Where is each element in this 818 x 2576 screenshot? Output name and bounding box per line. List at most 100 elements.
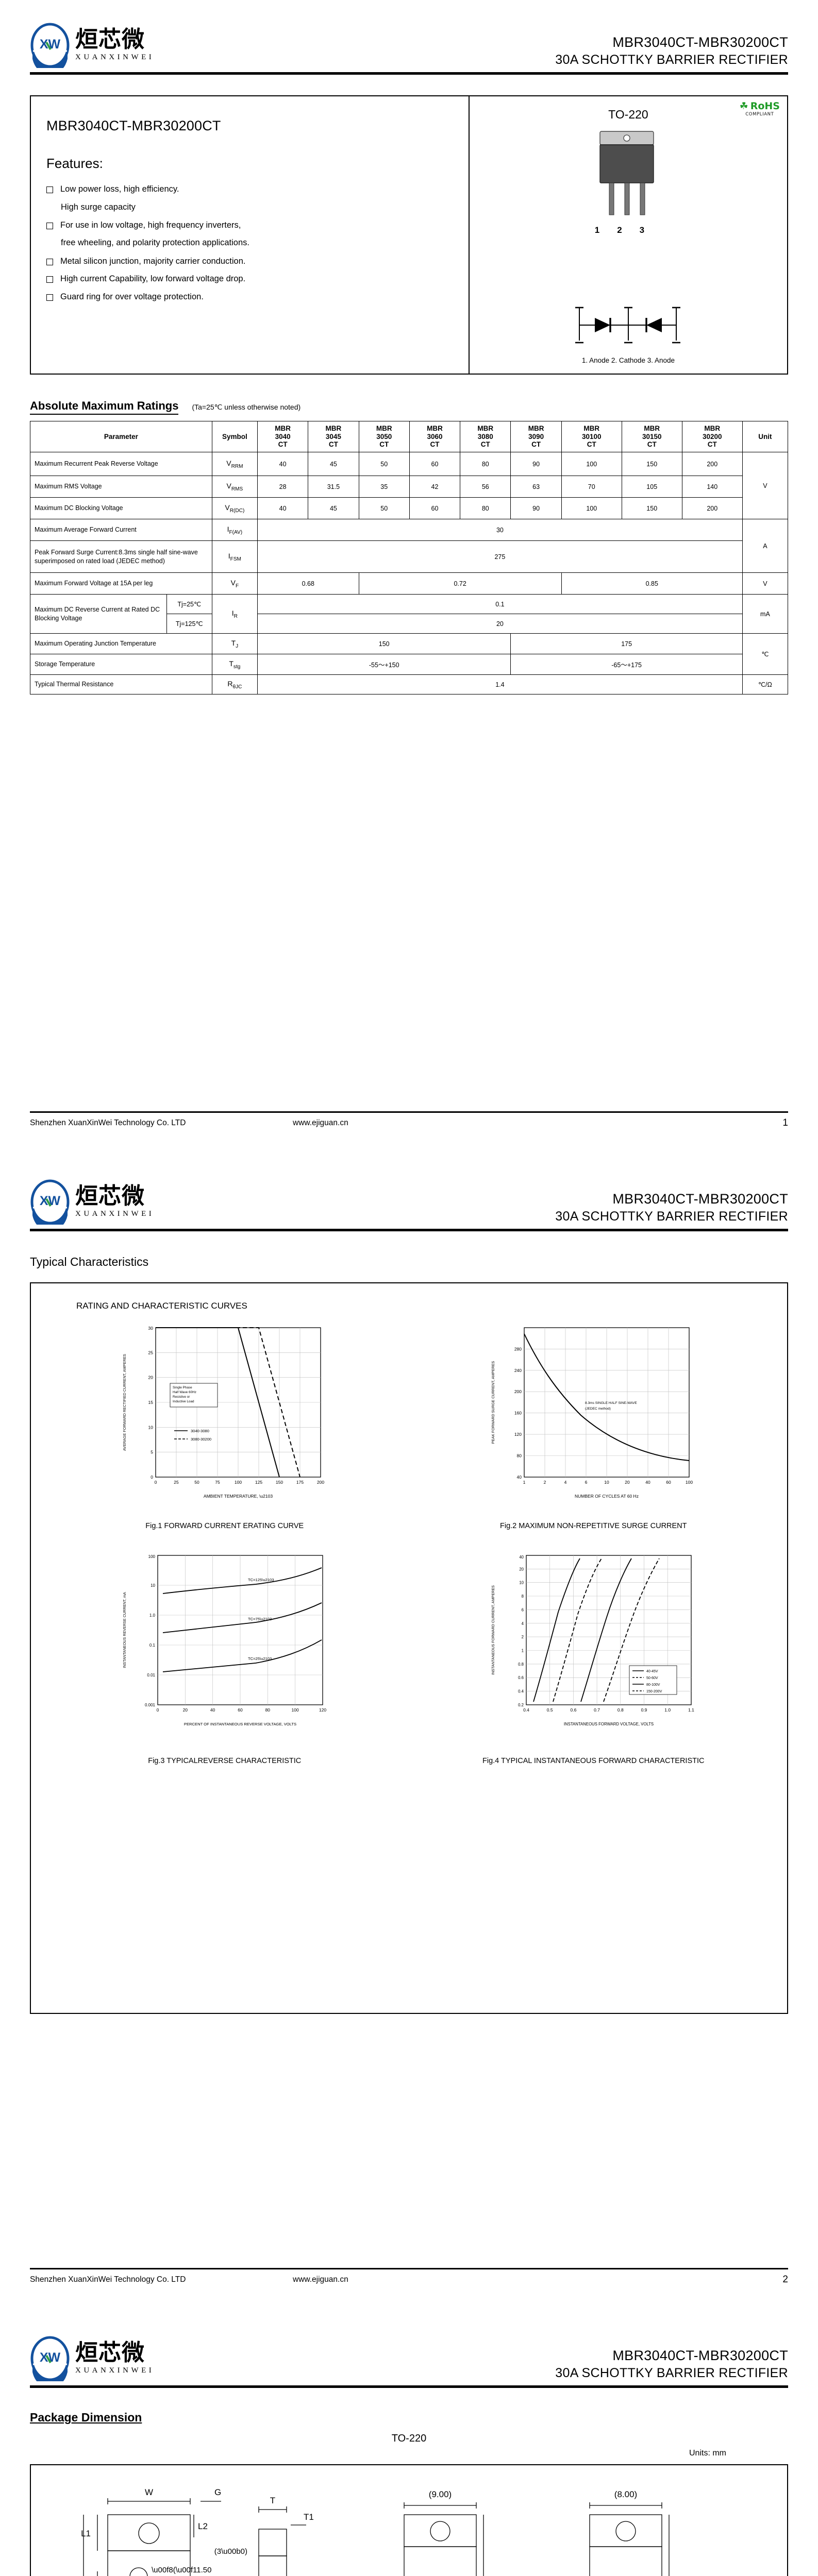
cell: 70	[561, 476, 622, 498]
cell: 45	[308, 497, 359, 519]
svg-text:100: 100	[148, 1554, 155, 1559]
product-subtitle: 30A SCHOTTKY BARRIER RECTIFIER	[555, 2365, 788, 2380]
table-row: Maximum RMS Voltage VRMS 28 31.5 35 42 5…	[30, 476, 788, 498]
svg-text:20: 20	[625, 1480, 630, 1485]
unit-cell: A	[742, 519, 789, 573]
page-2: XW 烜芯微 XUANXINWEI MBR3040CT-MBR30200CT 3…	[0, 1157, 818, 2313]
row-symbol: IFSM	[211, 540, 258, 573]
svg-text:175: 175	[296, 1480, 304, 1485]
brand-name-cn: 烜芯微	[75, 26, 145, 53]
svg-text:0.9: 0.9	[641, 1707, 647, 1713]
svg-text:Single Phase: Single Phase	[173, 1386, 192, 1389]
cell-merged: 150	[257, 633, 511, 654]
feature-text: High current Capability, low forward vol…	[60, 274, 246, 284]
list-item: For use in low voltage, high frequency i…	[46, 221, 454, 230]
pin-numbers: 123	[595, 225, 662, 235]
checkbox-icon	[46, 222, 53, 229]
page-number: 2	[782, 2274, 788, 2285]
cell: 50	[358, 452, 410, 476]
svg-text:1.0: 1.0	[149, 1613, 156, 1618]
label-W: W	[144, 2487, 153, 2497]
table-row: Maximum Forward Voltage at 15A per leg V…	[30, 572, 789, 595]
cell-merged: 0.72	[358, 572, 562, 595]
svg-text:160: 160	[514, 1411, 522, 1416]
ratings-condition-note: (Ta=25℃ unless otherwise noted)	[192, 403, 301, 411]
pin-assignment-caption: 1. Anode 2. Cathode 3. Anode	[581, 357, 675, 364]
table-row: Storage Temperature Tstg -55〜+150 -65〜+1…	[30, 654, 788, 675]
ratings-section-header: Absolute Maximum Ratings (Ta=25℃ unless …	[30, 399, 788, 415]
footer-website[interactable]: www.ejiguan.cn	[293, 1118, 348, 1127]
svg-text:60: 60	[666, 1480, 672, 1485]
pin-3: 3	[639, 225, 662, 235]
svg-text:0.001: 0.001	[145, 1703, 156, 1707]
svg-text:AVERAGE FORWARD RECTIFIED CURR: AVERAGE FORWARD RECTIFIED CURRENT, AMPER…	[122, 1354, 127, 1451]
header-rule	[30, 1229, 788, 1231]
col-unit: Unit	[742, 421, 789, 452]
typical-characteristics-heading: Typical Characteristics	[30, 1255, 149, 1268]
cell: 90	[510, 452, 562, 476]
svg-text:25: 25	[148, 1350, 153, 1355]
feature-text: Metal silicon junction, majority carrier…	[60, 256, 246, 266]
col-device-1: MBR 3045 CT	[308, 421, 359, 452]
row-symbol: VRMS	[211, 476, 258, 498]
table-row: Maximum Average Forward Current IF(AV) 3…	[30, 519, 789, 573]
label-diameter-2: D\u00f80.20)	[152, 2575, 196, 2576]
unit-cell: V	[742, 452, 789, 519]
svg-text:100: 100	[235, 1480, 242, 1485]
svg-text:5: 5	[151, 1450, 153, 1455]
condition-cell: Tj=25℃	[166, 594, 212, 614]
row-parameter: Maximum RMS Voltage	[30, 476, 212, 498]
svg-text:6: 6	[585, 1480, 588, 1485]
rohs-badge: ☘ RoHS COMPLIANT	[740, 101, 780, 117]
row-symbol: VR(DC)	[211, 497, 258, 519]
list-item: High current Capability, low forward vol…	[46, 275, 454, 283]
svg-text:25: 25	[174, 1480, 179, 1485]
label-L2: L2	[198, 2521, 208, 2531]
svg-text:80: 80	[517, 1453, 522, 1459]
cell: 80	[460, 497, 511, 519]
svg-text:3040-3080: 3040-3080	[191, 1429, 209, 1433]
package-drawing-box: W G \u00f8(\u00f11.50 D\u00f80.20)	[30, 2464, 788, 2576]
svg-text:4: 4	[522, 1621, 524, 1625]
svg-text:60: 60	[238, 1707, 243, 1713]
row-parameter: Typical Thermal Resistance	[30, 674, 212, 694]
cell-merged: 175	[510, 633, 743, 654]
checkbox-icon	[46, 294, 53, 301]
svg-text:10: 10	[151, 1583, 155, 1588]
svg-text:Half Wave 60Hz: Half Wave 60Hz	[173, 1391, 196, 1394]
features-list: Low power loss, high efficiency.	[46, 185, 454, 194]
svg-text:20: 20	[148, 1375, 153, 1380]
svg-text:INSTANTANEOUS REVERSE CURRENT,: INSTANTANEOUS REVERSE CURRENT, mA	[122, 1592, 127, 1668]
row-parameter: Maximum DC Blocking Voltage	[30, 497, 212, 519]
unit-cell: ℃/Ω	[742, 674, 789, 694]
cell: 100	[561, 452, 622, 476]
curves-box-title: RATING AND CHARACTERISTIC CURVES	[76, 1301, 247, 1311]
rohs-compliant-label: COMPLIANT	[745, 112, 774, 117]
label-T: T	[270, 2496, 275, 2505]
row-symbol: RθJC	[211, 674, 258, 694]
svg-text:1.0: 1.0	[665, 1707, 671, 1713]
footer-company: Shenzhen XuanXinWei Technology Co. LTD	[30, 2275, 186, 2284]
feature-sub-text: free wheeling, and polarity protection a…	[61, 238, 249, 248]
table-row: Maximum Recurrent Peak Reverse Voltage V…	[30, 452, 789, 519]
svg-text:0.2: 0.2	[518, 1703, 524, 1707]
svg-text:PEAK FORWARD SURGE CURRENT, AM: PEAK FORWARD SURGE CURRENT, AMPERES	[491, 1361, 495, 1444]
svg-text:0.1: 0.1	[149, 1643, 156, 1648]
footer-website[interactable]: www.ejiguan.cn	[293, 2275, 348, 2284]
svg-text:1: 1	[523, 1480, 526, 1485]
svg-text:280: 280	[514, 1346, 522, 1351]
svg-text:2: 2	[522, 1635, 524, 1639]
overview-box: MBR3040CT-MBR30200CT Features: Low power…	[30, 95, 788, 375]
svg-text:1.1: 1.1	[688, 1707, 694, 1713]
brand-name-en: XUANXINWEI	[75, 1209, 155, 1218]
fig4-forward-chart: 0.4 0.5 0.6 0.7 0.8 0.9 1.0 1.1 0.20.40.6 0.8…	[491, 1555, 694, 1726]
brand-name-en: XUANXINWEI	[75, 2366, 155, 2375]
table-row: Maximum DC Reverse Current at Rated DC B…	[30, 594, 789, 634]
list-item: Low power loss, high efficiency.	[46, 185, 454, 194]
row-parameter: Peak Forward Surge Current:8.3ms single …	[30, 540, 212, 573]
label-L1: L1	[81, 2529, 91, 2538]
rohs-label: RoHS	[750, 100, 780, 112]
svg-text:0.8: 0.8	[617, 1707, 624, 1713]
